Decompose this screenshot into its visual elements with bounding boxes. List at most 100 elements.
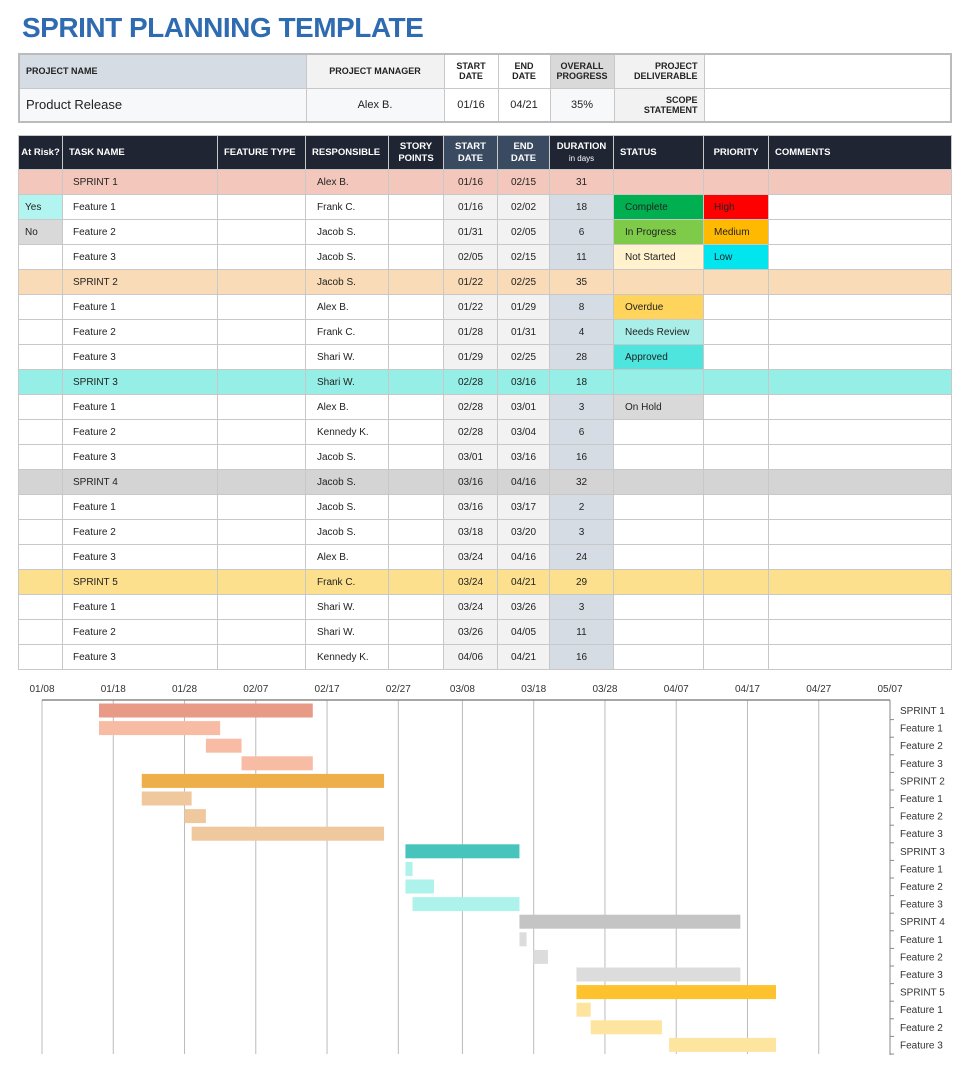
comments-cell[interactable] <box>768 369 952 395</box>
priority-cell[interactable] <box>703 344 769 370</box>
duration-cell[interactable]: 11 <box>549 619 614 645</box>
at-risk-cell[interactable] <box>18 394 63 420</box>
feature-type-cell[interactable] <box>217 594 306 620</box>
start-date-cell[interactable]: 03/24 <box>443 594 498 620</box>
story-points-cell[interactable] <box>388 569 444 595</box>
responsible-cell[interactable]: Jacob S. <box>305 469 389 495</box>
comments-cell[interactable] <box>768 319 952 345</box>
responsible-cell[interactable]: Jacob S. <box>305 444 389 470</box>
story-points-cell[interactable] <box>388 469 444 495</box>
project-start-field[interactable]: 01/16 <box>443 87 499 123</box>
duration-cell[interactable]: 6 <box>549 419 614 445</box>
duration-cell[interactable]: 8 <box>549 294 614 320</box>
story-points-cell[interactable] <box>388 269 444 295</box>
status-cell[interactable] <box>613 169 704 195</box>
at-risk-cell[interactable] <box>18 369 63 395</box>
comments-cell[interactable] <box>768 394 952 420</box>
priority-cell[interactable] <box>703 544 769 570</box>
start-date-cell[interactable]: 03/18 <box>443 519 498 545</box>
task-name-cell[interactable]: SPRINT 1 <box>62 169 218 195</box>
end-date-cell[interactable]: 01/29 <box>497 294 550 320</box>
feature-type-cell[interactable] <box>217 519 306 545</box>
status-cell[interactable]: On Hold <box>613 394 704 420</box>
duration-cell[interactable]: 18 <box>549 194 614 220</box>
responsible-cell[interactable]: Jacob S. <box>305 244 389 270</box>
end-date-cell[interactable]: 03/17 <box>497 494 550 520</box>
at-risk-cell[interactable] <box>18 344 63 370</box>
end-date-cell[interactable]: 03/04 <box>497 419 550 445</box>
end-date-cell[interactable]: 03/01 <box>497 394 550 420</box>
status-cell[interactable] <box>613 644 704 670</box>
task-name-cell[interactable]: Feature 2 <box>62 519 218 545</box>
responsible-cell[interactable]: Jacob S. <box>305 269 389 295</box>
end-date-cell[interactable]: 04/16 <box>497 544 550 570</box>
at-risk-cell[interactable] <box>18 444 63 470</box>
story-points-cell[interactable] <box>388 444 444 470</box>
priority-cell[interactable] <box>703 294 769 320</box>
feature-type-cell[interactable] <box>217 644 306 670</box>
comments-cell[interactable] <box>768 469 952 495</box>
feature-type-cell[interactable] <box>217 219 306 245</box>
end-date-cell[interactable]: 02/25 <box>497 344 550 370</box>
story-points-cell[interactable] <box>388 594 444 620</box>
feature-type-cell[interactable] <box>217 419 306 445</box>
at-risk-cell[interactable] <box>18 319 63 345</box>
feature-type-cell[interactable] <box>217 344 306 370</box>
comments-cell[interactable] <box>768 519 952 545</box>
at-risk-cell[interactable] <box>18 519 63 545</box>
comments-cell[interactable] <box>768 294 952 320</box>
priority-cell[interactable]: Medium <box>703 219 769 245</box>
task-name-cell[interactable]: Feature 1 <box>62 394 218 420</box>
priority-cell[interactable] <box>703 519 769 545</box>
responsible-cell[interactable]: Frank C. <box>305 319 389 345</box>
priority-cell[interactable]: High <box>703 194 769 220</box>
story-points-cell[interactable] <box>388 219 444 245</box>
start-date-cell[interactable]: 01/31 <box>443 219 498 245</box>
priority-cell[interactable] <box>703 419 769 445</box>
status-cell[interactable] <box>613 419 704 445</box>
task-name-cell[interactable]: SPRINT 2 <box>62 269 218 295</box>
duration-cell[interactable]: 4 <box>549 319 614 345</box>
duration-cell[interactable]: 11 <box>549 244 614 270</box>
end-date-cell[interactable]: 02/02 <box>497 194 550 220</box>
duration-cell[interactable]: 6 <box>549 219 614 245</box>
feature-type-cell[interactable] <box>217 369 306 395</box>
feature-type-cell[interactable] <box>217 169 306 195</box>
task-name-cell[interactable]: Feature 1 <box>62 294 218 320</box>
overall-progress-field[interactable]: 35% <box>549 87 615 123</box>
story-points-cell[interactable] <box>388 644 444 670</box>
comments-cell[interactable] <box>768 169 952 195</box>
feature-type-cell[interactable] <box>217 469 306 495</box>
start-date-cell[interactable]: 02/28 <box>443 419 498 445</box>
duration-cell[interactable]: 16 <box>549 644 614 670</box>
priority-cell[interactable] <box>703 469 769 495</box>
status-cell[interactable]: Overdue <box>613 294 704 320</box>
comments-cell[interactable] <box>768 544 952 570</box>
start-date-cell[interactable]: 03/16 <box>443 494 498 520</box>
task-name-cell[interactable]: Feature 3 <box>62 544 218 570</box>
comments-cell[interactable] <box>768 194 952 220</box>
responsible-cell[interactable]: Alex B. <box>305 394 389 420</box>
start-date-cell[interactable]: 03/16 <box>443 469 498 495</box>
status-cell[interactable] <box>613 619 704 645</box>
status-cell[interactable] <box>613 569 704 595</box>
priority-cell[interactable] <box>703 619 769 645</box>
project-manager-field[interactable]: Alex B. <box>305 87 445 123</box>
end-date-cell[interactable]: 03/16 <box>497 444 550 470</box>
priority-cell[interactable]: Low <box>703 244 769 270</box>
start-date-cell[interactable]: 04/06 <box>443 644 498 670</box>
story-points-cell[interactable] <box>388 194 444 220</box>
at-risk-cell[interactable] <box>18 269 63 295</box>
at-risk-cell[interactable] <box>18 469 63 495</box>
at-risk-cell[interactable]: No <box>18 219 63 245</box>
story-points-cell[interactable] <box>388 294 444 320</box>
comments-cell[interactable] <box>768 344 952 370</box>
responsible-cell[interactable]: Shari W. <box>305 619 389 645</box>
feature-type-cell[interactable] <box>217 494 306 520</box>
task-name-cell[interactable]: SPRINT 5 <box>62 569 218 595</box>
start-date-cell[interactable]: 02/28 <box>443 394 498 420</box>
comments-cell[interactable] <box>768 244 952 270</box>
comments-cell[interactable] <box>768 619 952 645</box>
responsible-cell[interactable]: Jacob S. <box>305 219 389 245</box>
feature-type-cell[interactable] <box>217 294 306 320</box>
